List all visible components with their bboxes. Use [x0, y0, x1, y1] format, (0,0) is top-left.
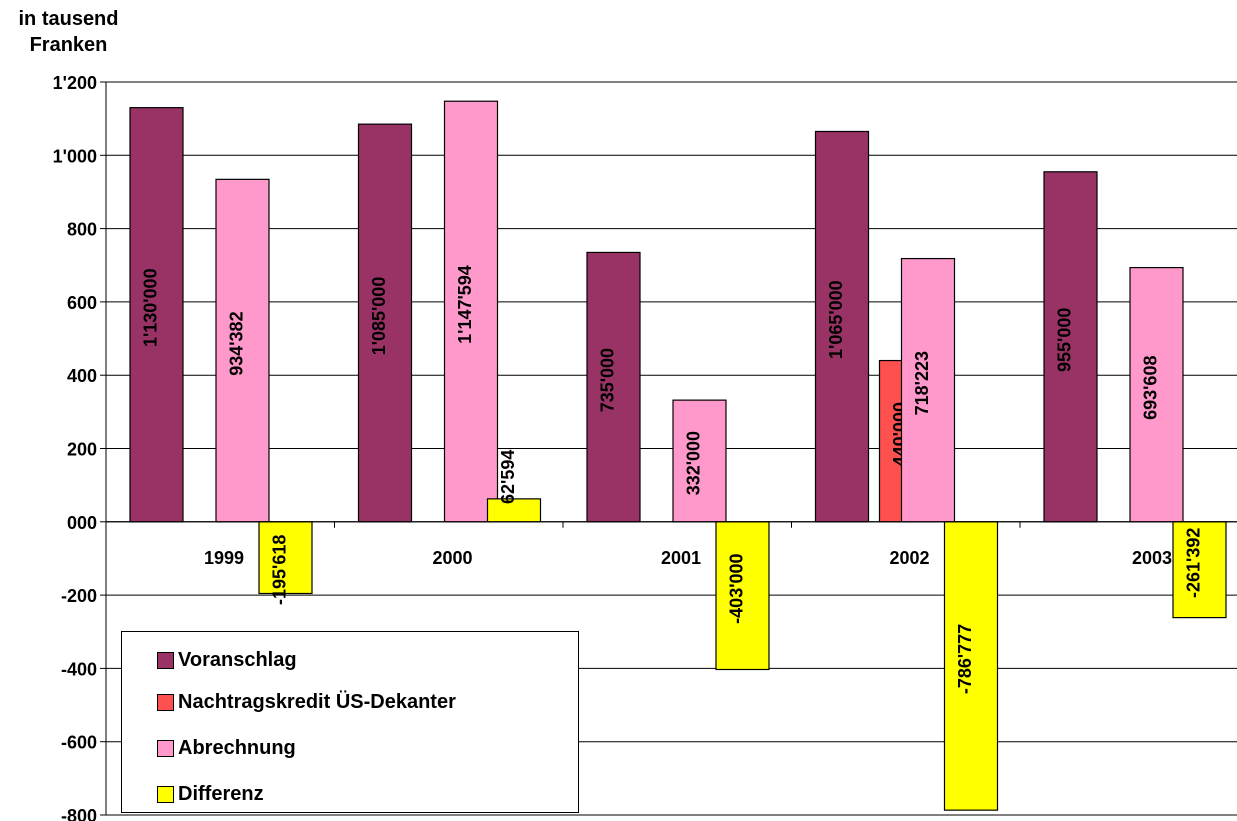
legend-label-abrechnung: Abrechnung [178, 736, 296, 759]
data-label: -403'000 [727, 553, 747, 623]
x-category-label: 2001 [661, 548, 701, 568]
data-label: 1'085'000 [369, 277, 389, 356]
legend-label-voranschlag: Voranschlag [178, 648, 297, 671]
y-axis-title-line2: Franken [29, 34, 108, 56]
data-label: 62'594 [498, 450, 518, 504]
bar-abrechnung [672, 399, 727, 523]
data-label: 718'223 [912, 351, 932, 415]
y-tick-label: -400 [61, 659, 97, 679]
legend-swatch-abrechnung [157, 739, 174, 757]
y-tick-label: 600 [67, 293, 97, 313]
bar-voranschlag [1043, 171, 1098, 523]
data-label: 332'000 [684, 431, 704, 495]
legend-swatch-differenz [157, 785, 174, 803]
y-axis-title-line1: in tausend [18, 8, 119, 30]
bar-abrechnung [215, 178, 270, 523]
x-category-label: 1999 [204, 548, 244, 568]
bar-voranschlag [814, 130, 870, 523]
x-category-label: 2003 [1132, 548, 1172, 568]
x-category-label: 2000 [432, 548, 472, 568]
x-category-label: 2002 [889, 548, 929, 568]
legend-swatch-voranschlag [157, 651, 174, 669]
legend-item-nachtragskredit: Nachtragskredit ÜS-Dekanter [157, 690, 456, 714]
bar-differenz [943, 521, 999, 811]
y-tick-label: -600 [61, 733, 97, 753]
bar-voranschlag [129, 107, 184, 523]
legend-label-differenz: Differenz [178, 782, 264, 805]
data-label: 1'130'000 [141, 268, 161, 347]
data-label: 735'000 [598, 348, 618, 412]
legend-label-nachtragskredit: Nachtragskredit ÜS-Dekanter [178, 690, 456, 713]
data-label: 955'000 [1055, 308, 1075, 372]
y-tick-label: -200 [61, 586, 97, 606]
y-tick-label: 1'000 [53, 146, 97, 166]
legend-item-voranschlag: Voranschlag [157, 648, 297, 672]
bar-differenz [258, 521, 313, 595]
data-label: -261'392 [1184, 528, 1204, 598]
legend-item-abrechnung: Abrechnung [157, 736, 296, 760]
y-tick-label: -800 [61, 806, 97, 821]
chart-legend: Voranschlag Nachtragskredit ÜS-Dekanter … [121, 631, 579, 813]
bar-voranschlag [586, 251, 641, 523]
y-tick-label: 400 [67, 366, 97, 386]
data-label: 1'065'000 [826, 280, 846, 359]
data-label: -195'618 [270, 535, 290, 605]
legend-item-differenz: Differenz [157, 782, 264, 806]
y-tick-label: 200 [67, 440, 97, 460]
y-tick-label: 800 [67, 220, 97, 240]
y-axis-title: in tausend Franken [6, 6, 131, 58]
legend-swatch-nachtragskredit [157, 693, 174, 711]
bar-differenz [715, 521, 770, 671]
data-label: 693'608 [1141, 356, 1161, 420]
data-label: 934'382 [227, 311, 247, 375]
y-tick-label: 000 [67, 513, 97, 533]
data-label: 1'147'594 [455, 265, 475, 344]
y-tick-label: 1'200 [53, 73, 97, 93]
data-label: -786'777 [955, 624, 975, 694]
bar-abrechnung [443, 100, 499, 523]
